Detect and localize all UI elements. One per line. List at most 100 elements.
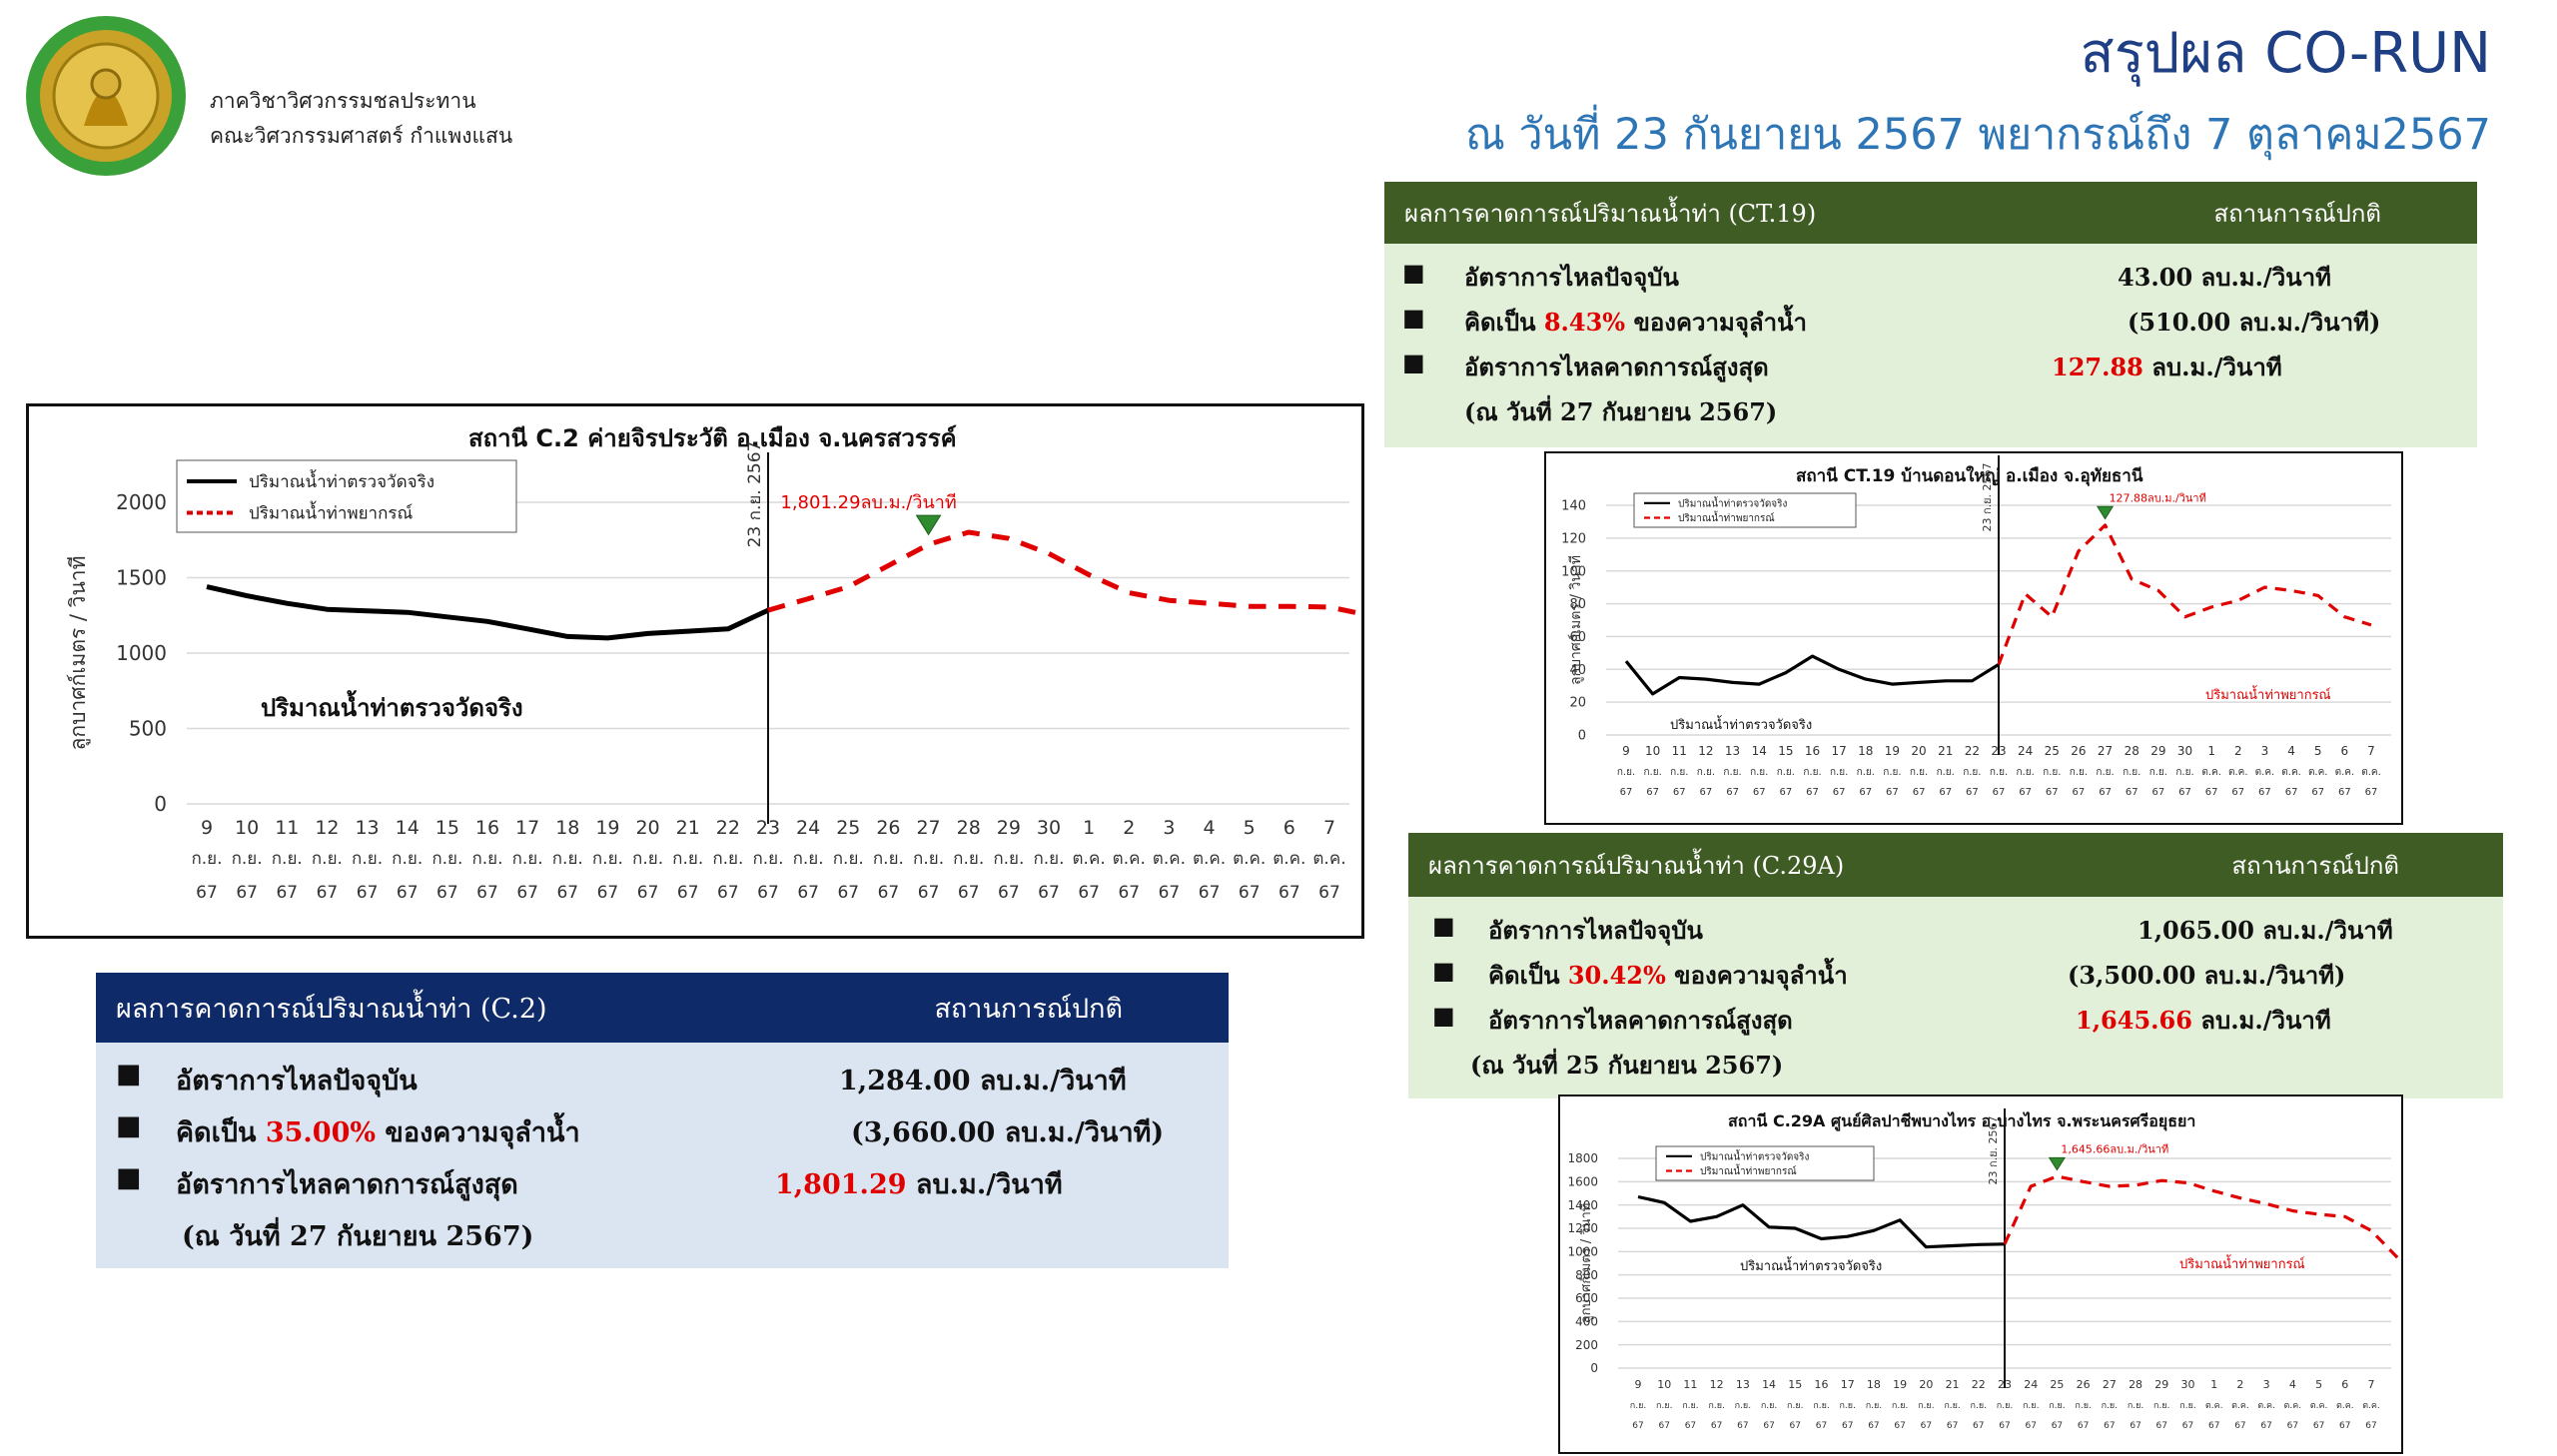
x-tick-day: 24 bbox=[2024, 1378, 2038, 1391]
panel-c2-status: สถานการณ์ปกติ bbox=[934, 993, 1123, 1025]
x-tick-day: 28 bbox=[2129, 1378, 2142, 1391]
x-tick-month: ก.ย. bbox=[2102, 1401, 2118, 1411]
x-tick-month: ก.ย. bbox=[1857, 767, 1875, 778]
panel-c29a-title: ผลการคาดการณ์ปริมาณน้ำท่า (C.29A) bbox=[1428, 851, 1845, 880]
x-tick-month: ต.ค. bbox=[2257, 1401, 2275, 1411]
legend-label-forecast: ปริมาณน้ำท่าพยากรณ์ bbox=[1678, 510, 1775, 524]
x-tick-day: 20 bbox=[1911, 744, 1926, 758]
y-axis-label: ลูกบาศก์เมตร / วินาที bbox=[1578, 1203, 1594, 1324]
x-tick-year: 67 bbox=[1159, 883, 1181, 903]
ct19-current-label: อัตราการไหลปัจจุบัน bbox=[1464, 263, 1679, 292]
x-tick-month: ต.ค. bbox=[2362, 1401, 2380, 1411]
y-tick-label: 1000 bbox=[1567, 1245, 1598, 1259]
x-tick-day: 15 bbox=[435, 817, 459, 839]
x-tick-year: 67 bbox=[476, 883, 498, 903]
x-tick-day: 21 bbox=[1938, 744, 1953, 758]
x-tick-day: 21 bbox=[676, 817, 700, 839]
x-tick-year: 67 bbox=[1118, 883, 1140, 903]
x-tick-year: 67 bbox=[276, 883, 298, 903]
x-tick-month: ก.ย. bbox=[312, 849, 343, 869]
x-tick-month: ก.ย. bbox=[2075, 1401, 2091, 1411]
c29a-current-label: อัตราการไหลปัจจุบัน bbox=[1488, 916, 1703, 945]
x-tick-month: ต.ค. bbox=[1113, 849, 1146, 869]
cutoff-label: 23 ก.ย. 2567 bbox=[1981, 462, 1994, 531]
x-tick-day: 16 bbox=[1815, 1378, 1829, 1391]
ct19-percent-pre: คิดเป็น bbox=[1464, 308, 1544, 337]
c2-max-label: อัตราการไหลคาดการณ์สูงสุด bbox=[176, 1169, 518, 1200]
x-tick-year: 67 bbox=[1921, 1421, 1932, 1431]
x-tick-year: 67 bbox=[2313, 1421, 2324, 1431]
c2-capacity: (3,660.00 ลบ.ม./วินาที) bbox=[851, 1117, 1165, 1148]
c2-max-date: (ณ วันที่ 27 กันยายน 2567) bbox=[182, 1221, 534, 1252]
x-tick-day: 2 bbox=[2234, 744, 2242, 758]
x-tick-day: 17 bbox=[1841, 1378, 1855, 1391]
x-tick-month: ก.ย. bbox=[512, 849, 543, 869]
x-tick-month: ก.ย. bbox=[2049, 1401, 2065, 1411]
x-tick-year: 67 bbox=[1318, 883, 1340, 903]
x-tick-day: 28 bbox=[957, 817, 981, 839]
x-tick-day: 11 bbox=[275, 817, 299, 839]
x-tick-year: 67 bbox=[2052, 1421, 2063, 1431]
x-tick-day: 14 bbox=[396, 817, 420, 839]
x-tick-year: 67 bbox=[837, 883, 859, 903]
x-tick-day: 11 bbox=[1683, 1378, 1697, 1391]
chart-c29a: 0 200 400 600 800 1000 1200 1400 1600 1800 ลูกบาศก… bbox=[1567, 1108, 2399, 1431]
x-tick-year: 67 bbox=[1894, 1421, 1905, 1431]
x-tick-month: ก.ย. bbox=[1735, 1401, 1751, 1411]
chart-ct19-frame: 0 20 40 60 80 100 120 140 ลูกบาศก์เมตร / วินาที 9… bbox=[1544, 451, 2403, 825]
x-tick-year: 67 bbox=[1999, 1421, 2010, 1431]
x-tick-day: 10 bbox=[1645, 744, 1660, 758]
legend-label-observed: ปริมาณน้ำท่าตรวจวัดจริง bbox=[249, 469, 434, 492]
page-title: สรุปผล CO-RUN bbox=[2080, 21, 2491, 86]
x-tick-day: 4 bbox=[2289, 1378, 2296, 1391]
x-tick-month: ต.ค. bbox=[1233, 849, 1266, 869]
y-axis-label: ลูกบาศก์เมตร / วินาที bbox=[66, 556, 91, 751]
x-tick-day: 3 bbox=[2261, 744, 2269, 758]
x-tick-month: ก.ย. bbox=[1670, 767, 1688, 778]
x-tick-day: 1 bbox=[1083, 817, 1095, 839]
x-tick-year: 67 bbox=[677, 883, 699, 903]
x-tick-day: 5 bbox=[1244, 817, 1256, 839]
x-tick-day: 15 bbox=[1778, 744, 1793, 758]
x-tick-month: ก.ย. bbox=[1761, 1401, 1777, 1411]
x-tick-month: ก.ย. bbox=[1750, 767, 1768, 778]
x-tick-month: ก.ย. bbox=[1830, 767, 1848, 778]
x-tick-day: 7 bbox=[1323, 817, 1335, 839]
forecast-annotation: ปริมาณน้ำท่าพยากรณ์ bbox=[2179, 1254, 2305, 1272]
x-tick-day: 17 bbox=[1832, 744, 1847, 758]
x-tick-year: 67 bbox=[1711, 1421, 1722, 1431]
x-tick-month: ก.ย. bbox=[272, 849, 303, 869]
x-tick-day: 24 bbox=[796, 817, 820, 839]
x-tick-month: ก.ย. bbox=[672, 849, 703, 869]
x-tick-day: 27 bbox=[2103, 1378, 2117, 1391]
y-tick-label: 800 bbox=[1575, 1268, 1598, 1282]
legend-label-observed: ปริมาณน้ำท่าตรวจวัดจริง bbox=[1700, 1148, 1810, 1162]
x-tick-day: 29 bbox=[2150, 744, 2165, 758]
c2-current-value: 1,284.00 ลบ.ม./วินาที bbox=[839, 1066, 1127, 1096]
forecast-annotation: ปริมาณน้ำท่าพยากรณ์ bbox=[2205, 685, 2331, 703]
x-tick-day: 25 bbox=[836, 817, 860, 839]
chart-c2-frame: 0 500 1000 1500 2000 ลูกบาศก์เมตร / วินาที 9 ก.… bbox=[26, 403, 1370, 939]
x-tick-day: 19 bbox=[1885, 744, 1900, 758]
x-tick-day: 9 bbox=[1635, 1378, 1642, 1391]
ct19-current-value: 43.00 ลบ.ม./วินาที bbox=[2118, 263, 2331, 292]
x-tick-year: 67 bbox=[1763, 1421, 1774, 1431]
x-tick-month: ก.ย. bbox=[1918, 1401, 1934, 1411]
x-tick-year: 67 bbox=[1868, 1421, 1879, 1431]
peak-label: 127.88ลบ.ม./วินาที bbox=[2110, 492, 2206, 505]
ct19-percent-value: 8.43% bbox=[1543, 308, 1626, 337]
x-tick-day: 12 bbox=[1698, 744, 1713, 758]
x-tick-year: 67 bbox=[2338, 787, 2351, 798]
x-tick-day: 19 bbox=[595, 817, 619, 839]
x-tick-year: 67 bbox=[2099, 787, 2112, 798]
y-tick-label: 0 bbox=[154, 792, 167, 816]
x-tick-day: 6 bbox=[1283, 817, 1295, 839]
x-tick-month: ก.ย. bbox=[752, 849, 783, 869]
x-tick-month: ต.ค. bbox=[2228, 767, 2248, 778]
x-tick-month: ก.ย. bbox=[352, 849, 383, 869]
x-tick-year: 67 bbox=[2046, 787, 2059, 798]
x-tick-day: 7 bbox=[2368, 1378, 2375, 1391]
x-tick-month: ก.ย. bbox=[232, 849, 263, 869]
x-tick-month: ต.ค. bbox=[1273, 849, 1305, 869]
x-tick-year: 67 bbox=[1199, 883, 1221, 903]
